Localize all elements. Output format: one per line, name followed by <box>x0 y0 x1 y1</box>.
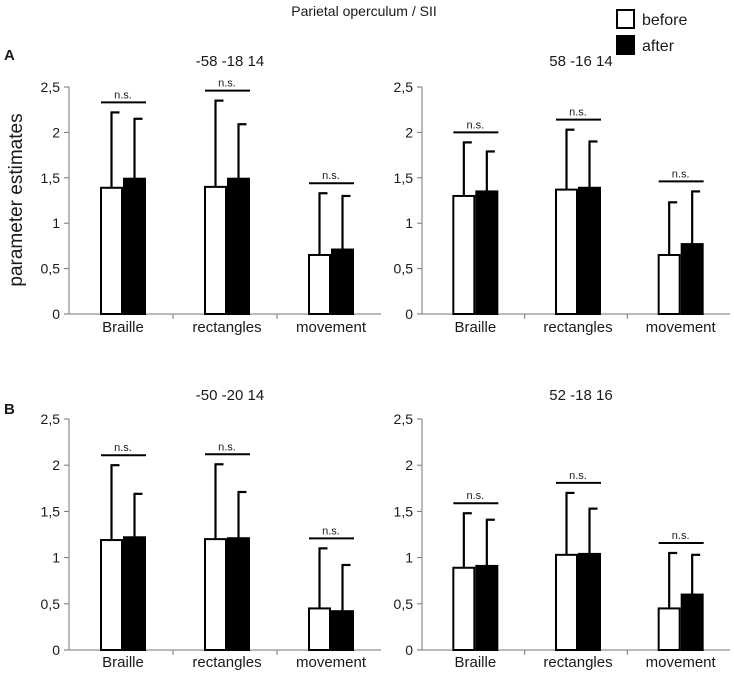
legend-label-before: before <box>642 12 687 29</box>
y-tick-label: 0 <box>405 306 413 322</box>
category-label: Braille <box>454 654 496 671</box>
category-label: movement <box>296 319 367 336</box>
bar-before <box>555 188 578 316</box>
y-tick-label: 0 <box>52 306 60 322</box>
y-tick-label: 1 <box>405 550 413 566</box>
chart-b-left: -50 -20 14 0 0,5 1 1,5 2 2,5 Braille n.s. rectang… <box>41 387 381 671</box>
category-label: rectangles <box>543 654 612 671</box>
bar-before <box>452 194 476 316</box>
bar-before <box>657 607 681 651</box>
y-tick-label: 0,5 <box>394 596 414 612</box>
category-label: rectangles <box>192 654 261 671</box>
y-tick-label: 2 <box>52 457 60 473</box>
legend-label-after: after <box>642 38 675 55</box>
chart-title: -58 -18 14 <box>196 53 264 70</box>
significance-label: n.s. <box>569 470 587 482</box>
y-tick-label: 0,5 <box>41 596 61 612</box>
category-label: Braille <box>454 319 496 336</box>
bar-after <box>680 593 704 651</box>
significance-label: n.s. <box>672 530 690 542</box>
y-tick-label: 2,5 <box>41 79 61 95</box>
bar-before <box>100 539 123 652</box>
legend-swatch-after <box>616 35 635 55</box>
y-tick-label: 1 <box>405 215 413 231</box>
y-tick-label: 1,5 <box>41 503 61 519</box>
bar-after <box>227 177 250 315</box>
y-tick-label: 0,5 <box>394 261 414 277</box>
significance-label: n.s. <box>672 168 690 180</box>
significance-label: n.s. <box>114 442 132 454</box>
y-tick-label: 2,5 <box>394 79 414 95</box>
significance-label: n.s. <box>322 525 340 537</box>
significance-label: n.s. <box>218 78 236 90</box>
bar-after <box>123 177 146 315</box>
bar-after <box>475 190 499 315</box>
chart-a-right: 58 -16 14 0 0,5 1 1,5 2 2,5 Braille n.s. rectangl… <box>394 53 730 336</box>
bar-after <box>123 536 146 651</box>
category-label: movement <box>646 654 717 671</box>
chart-b-right: 52 -18 16 0 0,5 1 1,5 2 2,5 Braille n.s. rectangl… <box>394 387 730 671</box>
bar-after <box>331 610 354 652</box>
category-label: movement <box>646 319 717 336</box>
chart-title: 52 -18 16 <box>549 387 612 404</box>
y-tick-label: 1,5 <box>394 170 414 186</box>
significance-label: n.s. <box>322 170 340 182</box>
chart-title: -50 -20 14 <box>196 387 264 404</box>
significance-label: n.s. <box>466 490 484 502</box>
y-tick-label: 2,5 <box>41 411 61 427</box>
bar-before <box>657 253 681 315</box>
panel-label-b: B <box>4 401 15 418</box>
bar-after <box>578 186 601 315</box>
chart-a-left: -58 -18 14 0 0,5 1 1,5 2 2,5 Braille n.s. rectang… <box>41 53 381 336</box>
bar-after <box>578 552 601 651</box>
y-tick-label: 0 <box>405 642 413 658</box>
y-tick-label: 2 <box>52 124 60 140</box>
legend: before after <box>616 9 687 55</box>
significance-label: n.s. <box>218 441 236 453</box>
chart-title: 58 -16 14 <box>549 53 612 70</box>
y-tick-label: 2,5 <box>394 411 414 427</box>
legend-swatch-before <box>616 9 635 29</box>
y-tick-label: 1,5 <box>394 503 414 519</box>
y-tick-label: 0,5 <box>41 261 61 277</box>
bar-before <box>100 186 123 315</box>
y-tick-label: 1 <box>52 550 60 566</box>
bar-before <box>308 253 331 315</box>
bar-after <box>331 248 354 315</box>
bar-before <box>204 538 227 651</box>
figure-title: Parietal operculum / SII <box>291 3 437 19</box>
y-tick-label: 1 <box>52 215 60 231</box>
panel-label-a: A <box>4 47 15 64</box>
significance-label: n.s. <box>466 119 484 131</box>
category-label: Braille <box>102 654 144 671</box>
category-label: movement <box>296 654 367 671</box>
significance-label: n.s. <box>569 107 587 119</box>
category-label: Braille <box>102 319 144 336</box>
bar-after <box>475 564 499 652</box>
significance-label: n.s. <box>114 89 132 101</box>
y-tick-label: 2 <box>405 457 413 473</box>
bar-before <box>452 566 476 651</box>
bar-before <box>204 185 227 316</box>
y-tick-label: 1,5 <box>41 170 61 186</box>
y-tick-label: 2 <box>405 124 413 140</box>
y-axis-label: parameter estimates <box>6 113 27 286</box>
category-label: rectangles <box>543 319 612 336</box>
bar-after <box>227 537 250 651</box>
bar-after <box>680 243 704 315</box>
y-tick-label: 0 <box>52 642 60 658</box>
category-label: rectangles <box>192 319 261 336</box>
bar-before <box>555 553 578 651</box>
bar-before <box>308 607 331 651</box>
